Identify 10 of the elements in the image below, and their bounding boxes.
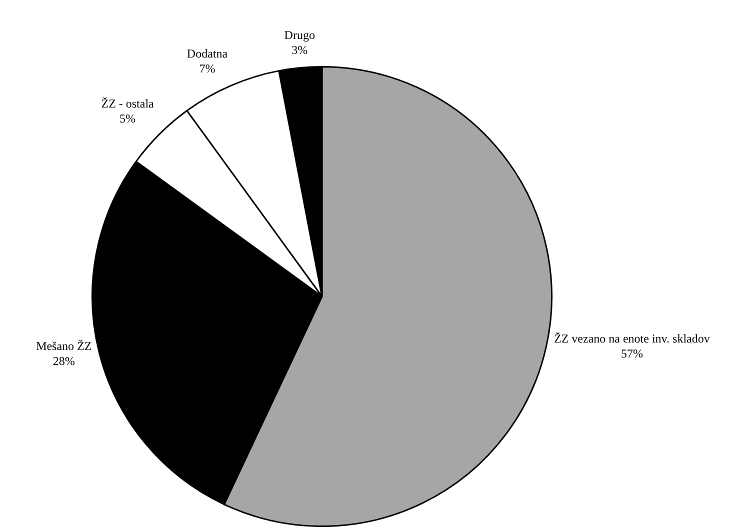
data-label: 3% [292,42,308,57]
data-label: 7% [199,61,216,76]
data-label: 5% [120,112,136,126]
data-label: 57% [620,346,643,361]
slice-label: Drugo [284,28,315,42]
slice-label: Dodatna [186,46,228,60]
slice-label: ŽZ vezano na enote inv. skladov [554,332,710,346]
data-label: 28% [52,354,75,368]
slice-label: Mešano ŽZ [36,338,92,353]
slice-label: ŽZ - ostala [101,96,155,111]
